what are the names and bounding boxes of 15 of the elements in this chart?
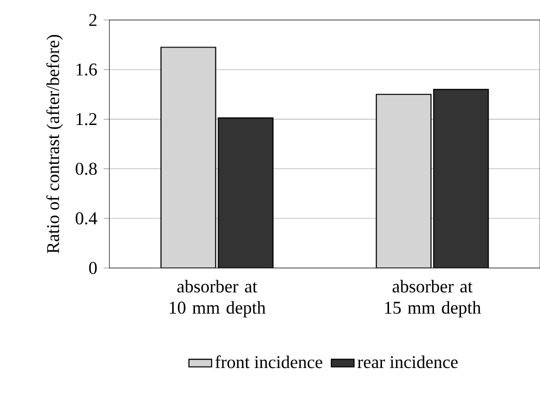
bar [376, 94, 432, 268]
x-tick-label: absorber at 10 mm depth [170, 280, 266, 318]
y-tick-label: 2 [89, 14, 96, 26]
y-tick-label: 0.4 [76, 212, 98, 225]
bar [218, 118, 274, 268]
y-tick-label: 1.6 [76, 64, 97, 76]
y-tick-label: 1.2 [76, 113, 96, 126]
x-tick-label: absorber at 15 mm depth [385, 280, 481, 318]
y-tick-label: 0 [89, 262, 97, 274]
bar [433, 89, 489, 268]
bar [160, 46, 216, 268]
y-tick-label: 0.8 [76, 162, 97, 176]
y-axis-title: Ratio of contrast (after/before) [46, 35, 63, 254]
legend-label: rear incidence [358, 356, 458, 368]
legend-label: front incidence [215, 356, 322, 368]
